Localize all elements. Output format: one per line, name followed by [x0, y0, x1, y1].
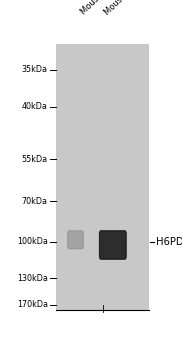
Text: Mouse liver: Mouse liver	[79, 0, 120, 17]
Text: 35kDa: 35kDa	[22, 65, 48, 75]
Text: 170kDa: 170kDa	[17, 300, 48, 309]
FancyBboxPatch shape	[68, 231, 83, 248]
Bar	[56, 44, 149, 310]
Text: 100kDa: 100kDa	[17, 237, 48, 246]
Text: Mouse kidney: Mouse kidney	[103, 0, 150, 17]
Text: 70kDa: 70kDa	[22, 197, 48, 206]
Text: H6PD: H6PD	[156, 237, 182, 247]
Text: 130kDa: 130kDa	[17, 274, 48, 283]
Text: 40kDa: 40kDa	[22, 102, 48, 111]
FancyBboxPatch shape	[100, 231, 126, 259]
Text: 55kDa: 55kDa	[21, 155, 48, 164]
